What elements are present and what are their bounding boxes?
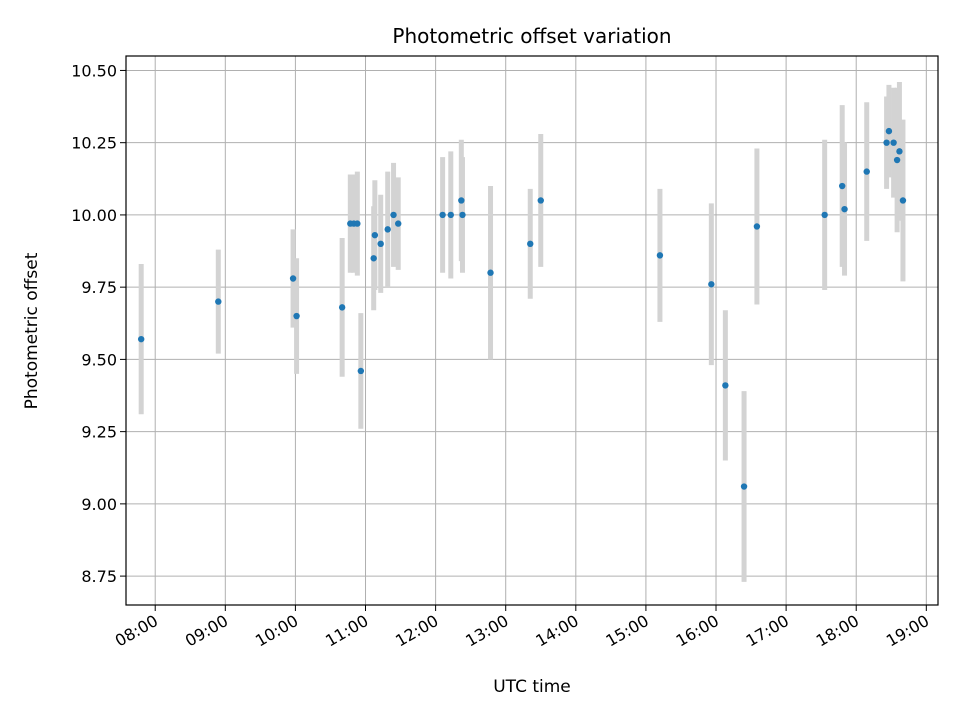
data-point [890, 139, 897, 146]
data-point [722, 382, 729, 389]
data-point [439, 211, 446, 219]
data-point [354, 220, 361, 227]
y-tick-label: 8.75 [81, 567, 117, 586]
y-axis-label: Photometric offset [22, 252, 42, 409]
data-point [537, 197, 544, 204]
data-point [390, 211, 397, 219]
y-tick-label: 9.50 [81, 350, 117, 369]
data-point [896, 148, 903, 155]
x-axis-label: UTC time [493, 677, 571, 697]
data-point [753, 223, 761, 230]
data-point [338, 304, 346, 311]
chart-title: Photometric offset variation [392, 24, 671, 48]
y-tick-label: 9.25 [81, 423, 117, 442]
data-point [841, 205, 848, 213]
y-tick-label: 10.25 [71, 134, 117, 153]
data-point [370, 255, 377, 262]
data-point [215, 298, 222, 305]
data-point [821, 211, 828, 219]
y-tick-label: 9.00 [81, 495, 117, 514]
data-point [395, 220, 402, 227]
data-point [893, 156, 901, 164]
y-tick-label: 10.50 [71, 61, 117, 80]
data-point [371, 231, 379, 239]
data-point [293, 312, 300, 320]
data-point [458, 197, 465, 204]
y-tick-label: 10.00 [71, 206, 117, 225]
data-point [527, 240, 534, 248]
plot-frame [125, 55, 939, 606]
data-point [883, 139, 890, 146]
data-point [899, 197, 907, 204]
data-point [740, 483, 748, 490]
data-point [708, 281, 715, 288]
data-point [863, 168, 870, 175]
data-point [656, 252, 664, 259]
data-point [377, 240, 384, 248]
y-tick-label: 9.75 [81, 278, 117, 297]
y-axis-ticks: 8.75 9.00 9.25 9.50 9.75 10.00 10.25 10.50 [71, 61, 126, 586]
data-point [384, 226, 391, 233]
data-point [137, 335, 145, 343]
data-point [487, 269, 494, 276]
data-point [289, 275, 297, 282]
data-point [885, 127, 893, 135]
data-point [357, 367, 365, 375]
data-points [137, 127, 907, 490]
data-point [838, 182, 846, 190]
data-point [447, 211, 454, 219]
data-point [459, 211, 466, 219]
